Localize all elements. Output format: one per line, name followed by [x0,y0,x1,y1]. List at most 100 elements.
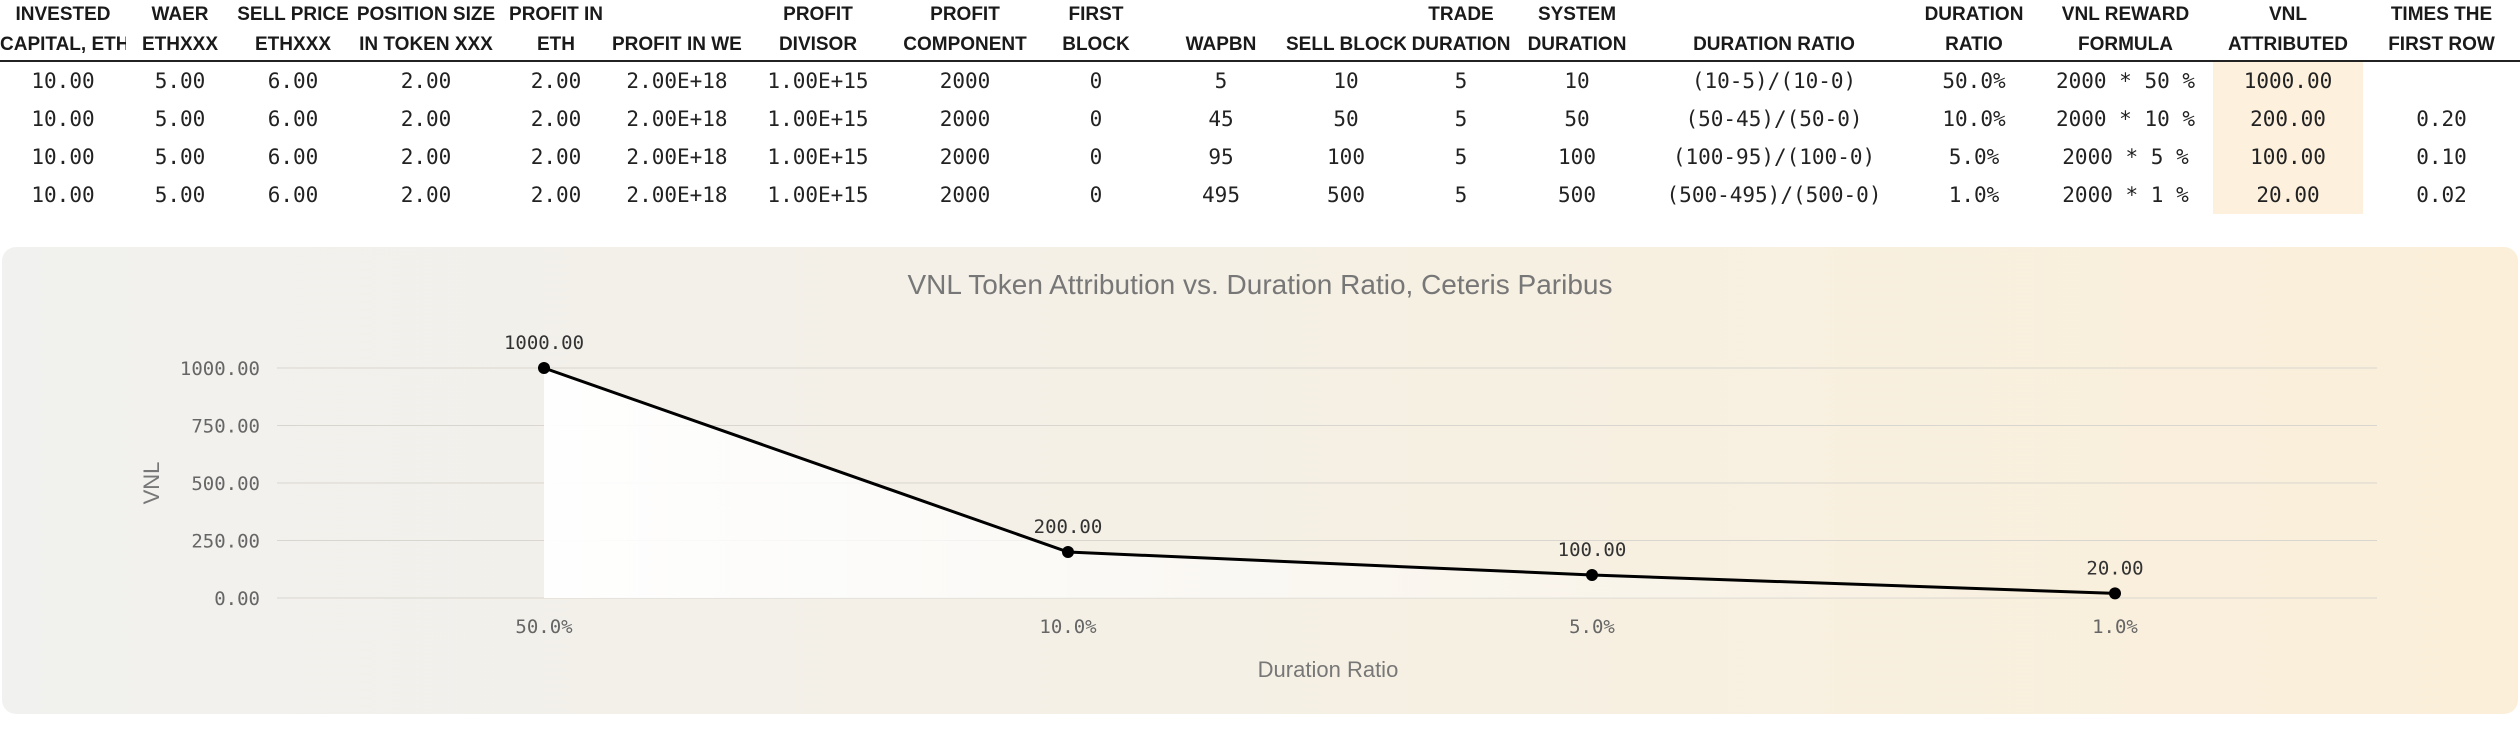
y-tick-label: 1000.00 [180,358,260,380]
y-axis-label: VNL [139,462,164,505]
table-cell[interactable]: 2.00 [400,183,452,207]
table-cell[interactable]: 2.00 [400,107,452,131]
table-cell[interactable]: 100 [1327,145,1365,169]
table-cell[interactable]: 2.00 [530,107,582,131]
column-header-top: FIRST [1068,4,1124,25]
table-cell[interactable]: 2.00 [530,69,582,93]
table-cell[interactable]: 1.00E+15 [767,69,869,93]
table-cell[interactable]: 6.00 [267,183,319,207]
table-cell[interactable]: 100.00 [2213,138,2363,176]
table-cell[interactable]: 0.10 [2416,145,2467,169]
table-cell[interactable]: 500 [1327,183,1365,207]
table-cell[interactable]: 2.00 [400,69,452,93]
table-cell[interactable]: 0 [1089,183,1103,207]
table-cell[interactable]: 2.00E+18 [626,69,728,93]
table-cell[interactable]: 10.00 [31,145,95,169]
table-cell[interactable]: 5.00 [154,183,206,207]
table-cell[interactable]: 5 [1454,107,1468,131]
table-cell[interactable]: 0.20 [2416,107,2467,131]
table-cell[interactable]: 2000 [939,183,991,207]
table-cell[interactable]: 95 [1208,145,1234,169]
chart-panel[interactable]: VNL Token Attribution vs. Duration Ratio… [2,247,2518,714]
column-header-top: PROFIT IN [509,4,603,25]
x-tick-label: 10.0% [1039,616,1097,638]
table-cell[interactable]: 1.00E+15 [767,183,869,207]
table-cell[interactable]: 2.00 [530,145,582,169]
table-cell[interactable]: (100-95)/(100-0) [1672,145,1876,169]
table-cell[interactable]: 2.00E+18 [626,183,728,207]
table-cell[interactable]: 0 [1089,107,1103,131]
table-cell[interactable]: 45 [1208,107,1234,131]
column-header-top: WAER [151,4,209,25]
table-cell[interactable]: 2000 * 10 % [2055,107,2196,131]
table-cell[interactable]: (500-495)/(500-0) [1666,183,1882,207]
table-cell[interactable]: 5 [1454,145,1468,169]
table-cell[interactable]: 10.0% [1942,107,2006,131]
y-tick-label: 0.00 [214,588,260,610]
column-header-top: POSITION SIZE [356,4,496,25]
area-fill [544,368,2115,598]
table-cell[interactable]: 1.00E+15 [767,145,869,169]
table-cell[interactable]: 200.00 [2213,100,2363,138]
table-cell[interactable]: 10 [1333,69,1359,93]
table-cell[interactable]: 500 [1558,183,1596,207]
table-cell[interactable]: 1.0% [1948,183,2000,207]
table-cell[interactable]: 2.00 [530,183,582,207]
table-row: 10.00 5.00 6.00 2.00 2.00 2.00E+18 1.00E+15 200… [0,138,2520,176]
column-header-bottom: ATTRIBUTED [2213,30,2363,62]
table-cell[interactable]: 2000 [939,107,991,131]
table-cell[interactable]: 2000 [939,69,991,93]
table-cell[interactable]: 5 [1214,69,1228,93]
table-cell[interactable]: 0 [1089,69,1103,93]
table-cell[interactable]: 10.00 [31,107,95,131]
table-cell[interactable]: 20.00 [2213,176,2363,214]
table-cell[interactable]: 5 [1454,69,1468,93]
column-header-top: TIMES THE [2390,4,2493,25]
table-cell[interactable]: 10 [1564,69,1590,93]
table-cell[interactable]: 6.00 [267,145,319,169]
table-cell[interactable]: 1000.00 [2213,61,2363,100]
table-cell[interactable]: 495 [1202,183,1240,207]
table-cell[interactable]: 50.0% [1942,69,2006,93]
table-cell[interactable]: 6.00 [267,69,319,93]
table-cell[interactable]: 10.00 [31,183,95,207]
y-tick-label: 500.00 [191,473,260,495]
table-cell[interactable]: 6.00 [267,107,319,131]
x-tick-label: 5.0% [1569,616,1615,638]
table-cell[interactable]: 2.00E+18 [626,107,728,131]
table-cell[interactable]: 2.00E+18 [626,145,728,169]
table-cell[interactable] [2363,61,2520,100]
table-cell[interactable]: 2000 [939,145,991,169]
column-header-top [1286,0,1406,30]
series-line [543,366,2116,595]
table-cell[interactable]: 5.00 [154,145,206,169]
table-cell[interactable]: (50-45)/(50-0) [1685,107,1863,131]
table-cell[interactable]: 5.00 [154,107,206,131]
header-row-bottom: CAPITAL, ETH ETHXXX ETHXXX IN TOKEN XXX ETH P… [0,30,2520,62]
data-point [2109,587,2121,600]
column-header-bottom: DIVISOR [742,30,894,62]
table-cell[interactable]: 1.00E+15 [767,107,869,131]
table-cell[interactable]: 5.0% [1948,145,2000,169]
table-cell[interactable]: 2000 * 50 % [2055,69,2196,93]
table-cell[interactable]: 0.02 [2416,183,2467,207]
table-cell[interactable]: (10-5)/(10-0) [1691,69,1857,93]
table-cell[interactable]: 10.00 [31,69,95,93]
table-cell[interactable]: 2000 * 5 % [2062,145,2189,169]
table-cell[interactable]: 100 [1558,145,1596,169]
column-header-top: PROFIT [783,4,853,25]
y-tick-label: 250.00 [191,531,260,553]
table-cell[interactable]: 5 [1454,183,1468,207]
table-cell[interactable]: 5.00 [154,69,206,93]
table-cell[interactable]: 50 [1333,107,1359,131]
table-cell[interactable]: 2.00 [400,145,452,169]
column-header-bottom: FIRST ROW [2363,30,2520,62]
column-header-bottom: WAPBN [1156,30,1286,62]
column-header-top [612,0,742,30]
table-cell[interactable]: 50 [1564,107,1590,131]
table-cell[interactable]: 2000 * 1 % [2062,183,2189,207]
header-row-top: INVESTED WAER SELL PRICE POSITION SIZE PROFI… [0,0,2520,30]
column-header-bottom: BLOCK [1036,30,1156,62]
table-cell[interactable]: 0 [1089,145,1103,169]
x-axis-label: Duration Ratio [1258,657,1399,682]
